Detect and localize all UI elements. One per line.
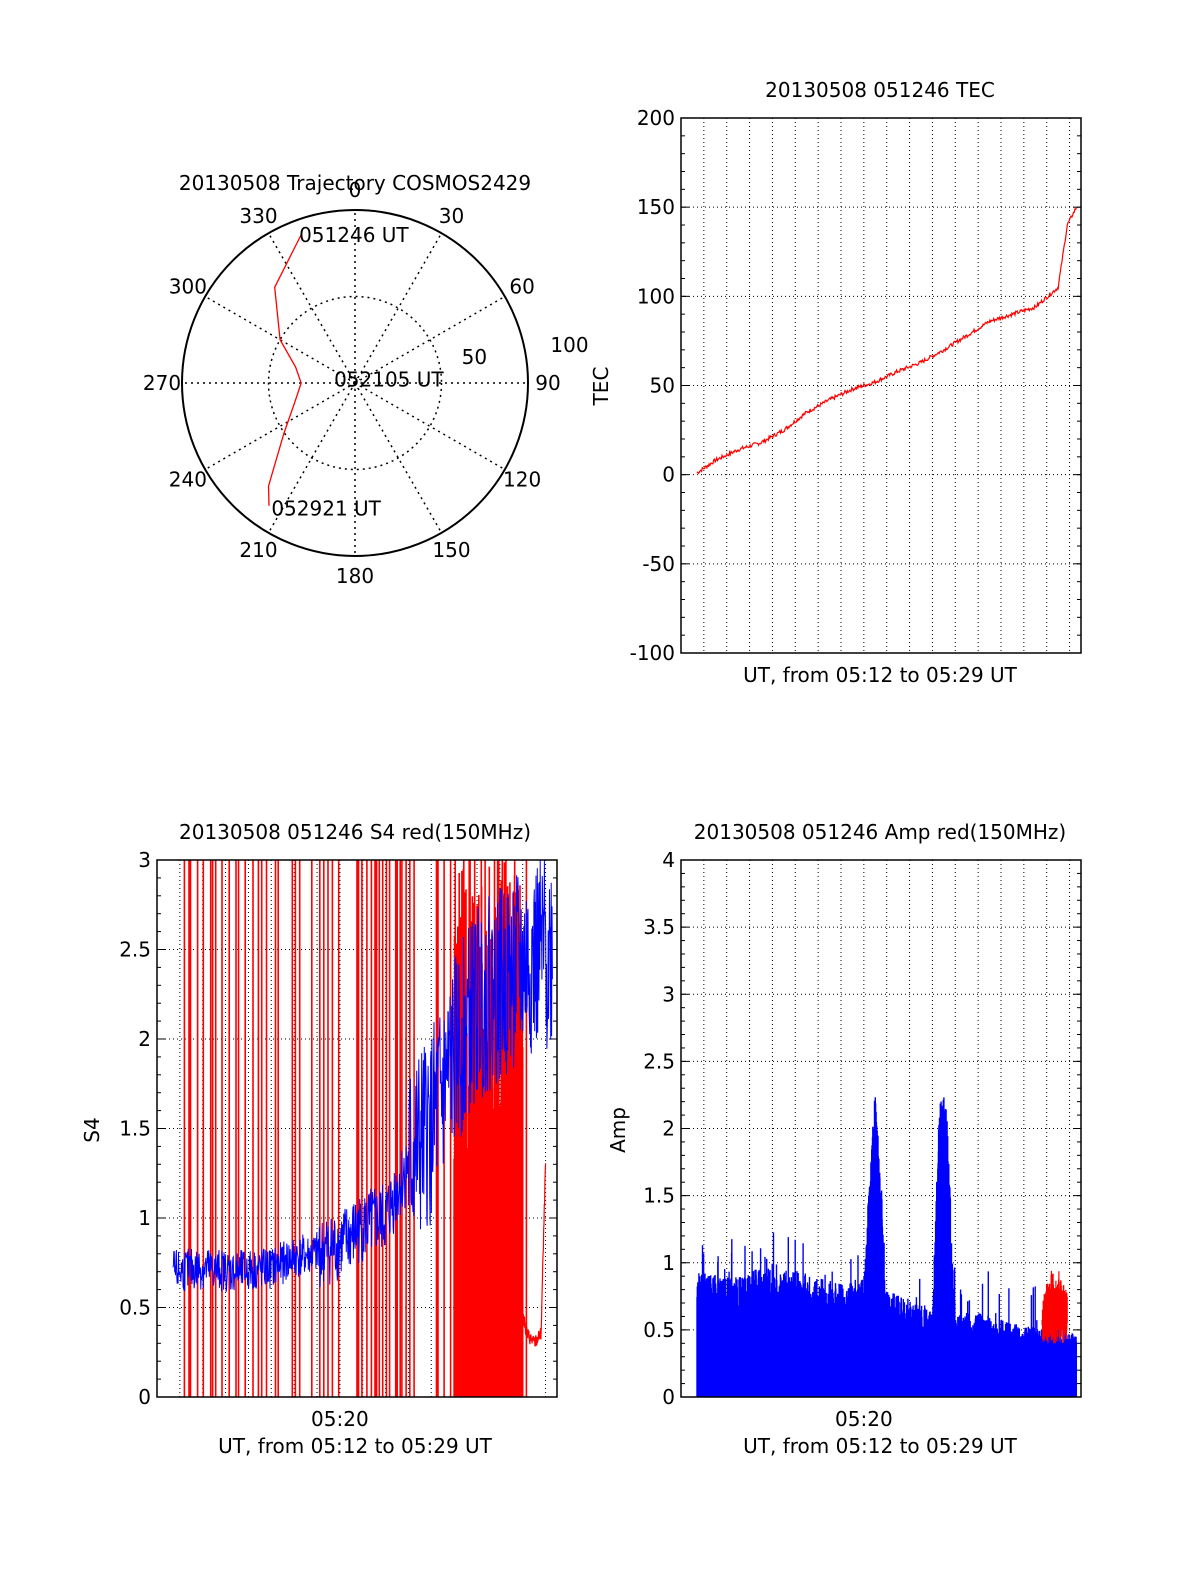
polar-azimuth-label: 300 xyxy=(169,275,207,299)
amp-chart: 20130508 051246 Amp red(150MHz) 0 0.5 1 1.5… xyxy=(606,820,1082,1458)
y-tick-label: 100 xyxy=(637,284,675,308)
tec-plot-area: -100 -50 0 50 100 150 200 xyxy=(630,106,1082,665)
s4-plot-area: 0 0.5 1 1.5 2 2.5 3 05:20 xyxy=(119,848,558,1431)
polar-annotations: 051246 UT 052105 UT 052921 UT xyxy=(271,223,444,521)
amp-blue-series-bars xyxy=(696,1097,1077,1397)
y-tick-label: 3.5 xyxy=(643,915,675,939)
y-tick-label: 0.5 xyxy=(643,1318,675,1342)
polar-spoke xyxy=(267,232,356,384)
y-tick-label: 0 xyxy=(138,1385,151,1409)
s4-red-dropout-spikes xyxy=(183,860,528,1397)
polar-elevation-labels: 50 100 xyxy=(462,333,589,369)
plot-frame xyxy=(680,117,1082,654)
s4-title: 20130508 051246 S4 red(150MHz) xyxy=(179,820,531,844)
polar-grid xyxy=(181,209,529,557)
s4-ylabel: S4 xyxy=(80,1117,104,1142)
polar-azimuth-label: 120 xyxy=(503,468,541,492)
polar-elevation-label: 100 xyxy=(550,333,588,357)
tec-series-line xyxy=(696,207,1077,475)
y-tick-label: 1.5 xyxy=(119,1117,151,1141)
y-tick-label: 200 xyxy=(637,106,675,130)
polar-azimuth-label: 210 xyxy=(239,538,277,562)
y-tick-label: 1.5 xyxy=(643,1184,675,1208)
polar-inner-ring xyxy=(267,295,443,471)
s4-chart: 20130508 051246 S4 red(150MHz) 0 0.5 1 1.5 2… xyxy=(80,820,558,1458)
y-tick-label: 2 xyxy=(662,1117,675,1141)
amp-plot-area: 0 0.5 1 1.5 2 2.5 3 3.5 4 05:20 xyxy=(643,848,1082,1431)
polar-spoke xyxy=(204,295,356,384)
y-tick-label: 1 xyxy=(138,1206,151,1230)
y-tick-label: 3 xyxy=(662,982,675,1006)
s4-xlabel: UT, from 05:12 to 05:29 UT xyxy=(218,1434,493,1458)
polar-azimuth-label: 330 xyxy=(239,204,277,228)
polar-outer-ring xyxy=(181,209,529,557)
tec-chart: 20130508 051246 TEC -100-50050100150200 … xyxy=(589,78,1082,687)
polar-azimuth-label: 30 xyxy=(439,204,464,228)
polar-azimuth-label: 90 xyxy=(535,371,560,395)
polar-spoke xyxy=(354,382,443,534)
polar-spoke xyxy=(354,232,443,384)
polar-azimuth-label: 60 xyxy=(509,275,534,299)
tec-ylabel: TEC xyxy=(589,367,613,407)
polar-azimuth-label: 270 xyxy=(143,371,181,395)
polar-spoke xyxy=(354,382,506,471)
y-tick-label: 0 xyxy=(662,1385,675,1409)
polar-azimuth-labels: 0 30 60 90 120 150 180 210 240 270 300 330 xyxy=(143,178,561,588)
y-tick-label: -50 xyxy=(642,552,675,576)
plot-frame xyxy=(680,859,1082,1398)
s4-red-tail-line xyxy=(520,1163,547,1347)
polar-trajectory-chart: 20130508 Trajectory COSMOS2429 0 30 60 90 12… xyxy=(143,171,589,588)
y-tick-label: 4 xyxy=(662,848,675,872)
y-tick-label: 2.5 xyxy=(119,938,151,962)
y-tick-label: 2.5 xyxy=(643,1049,675,1073)
y-tick-label: 150 xyxy=(637,195,675,219)
polar-spoke xyxy=(354,295,506,384)
polar-time-annotation: 051246 UT xyxy=(299,223,409,247)
y-tick-label: 50 xyxy=(650,374,675,398)
tec-xlabel: UT, from 05:12 to 05:29 UT xyxy=(743,663,1018,687)
polar-time-annotation: 052105 UT xyxy=(334,368,444,392)
x-tick-label: 05:20 xyxy=(835,1407,893,1431)
polar-spoke xyxy=(267,382,356,534)
amp-red-series-bars xyxy=(1041,1270,1068,1344)
x-tick-label: 05:20 xyxy=(311,1407,369,1431)
amp-title: 20130508 051246 Amp red(150MHz) xyxy=(694,820,1066,844)
y-tick-label: 0.5 xyxy=(119,1296,151,1320)
polar-trajectory xyxy=(267,234,302,506)
polar-trajectory-line xyxy=(267,234,302,506)
polar-azimuth-label: 150 xyxy=(432,538,470,562)
tec-title: 20130508 051246 TEC xyxy=(765,78,995,102)
plot-frame xyxy=(156,859,558,1398)
polar-azimuth-label: 240 xyxy=(169,468,207,492)
polar-azimuth-label: 0 xyxy=(349,178,362,202)
y-tick-label: 1 xyxy=(662,1251,675,1275)
y-tick-label: 0 xyxy=(662,463,675,487)
polar-elevation-label: 50 xyxy=(462,345,487,369)
amp-ylabel: Amp xyxy=(606,1107,630,1153)
y-tick-label: -100 xyxy=(630,641,675,665)
polar-azimuth-label: 180 xyxy=(336,564,374,588)
y-tick-label: 3 xyxy=(138,848,151,872)
polar-time-annotation: 052921 UT xyxy=(271,497,381,521)
y-tick-label: 2 xyxy=(138,1027,151,1051)
polar-spoke xyxy=(204,382,356,471)
amp-xlabel: UT, from 05:12 to 05:29 UT xyxy=(743,1434,1018,1458)
s4-blue-series-line xyxy=(172,859,553,1292)
polar-title: 20130508 Trajectory COSMOS2429 xyxy=(179,171,531,195)
